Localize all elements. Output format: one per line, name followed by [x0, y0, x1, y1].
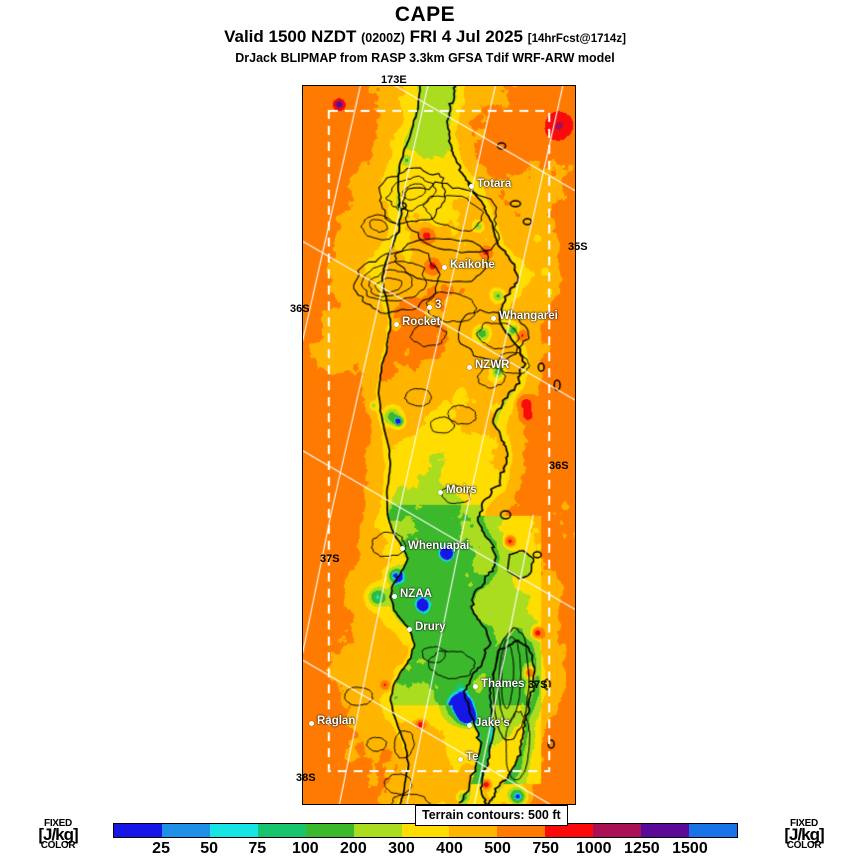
- colorbar-fixed-label-right: FIXED: [790, 818, 818, 829]
- colorbar-segment-8: [497, 824, 546, 837]
- grid-label-37s: 37S: [320, 553, 340, 565]
- site-dot-icon: [458, 757, 463, 762]
- grid-label-36s: 36S: [549, 460, 569, 472]
- cape-raster-canvas: [303, 86, 575, 804]
- colorbar-segment-7: [449, 824, 498, 837]
- site-label: Thames: [481, 678, 525, 690]
- site-label: Totara: [477, 178, 512, 190]
- site-dot-icon: [438, 490, 443, 495]
- grid-label-36s: 36S: [290, 303, 310, 315]
- site-label: Drury: [415, 621, 446, 633]
- site-label: NZAA: [400, 588, 432, 600]
- site-dot-icon: [467, 723, 472, 728]
- site-label: NZWR: [475, 359, 510, 371]
- colorbar-tick: 1250: [624, 840, 660, 857]
- site-dot-icon: [427, 305, 432, 310]
- grid-label-37s: 37S: [528, 679, 548, 691]
- colorbar-tick-labels: 25 50 75 100 200 300 400 500 750 1000 1250 1500: [113, 839, 738, 861]
- site-dot-icon: [394, 322, 399, 327]
- site-dot-icon: [407, 627, 412, 632]
- colorbar-segment-10: [593, 824, 642, 837]
- colorbar-segment-3: [257, 824, 306, 837]
- site-dot-icon: [442, 265, 447, 270]
- grid-label-38s: 38S: [296, 772, 316, 784]
- colorbar-tick: 500: [484, 840, 511, 857]
- site-label: Whenuapai: [408, 540, 470, 552]
- colorbar-tick: 300: [388, 840, 415, 857]
- colorbar-tick: 1000: [575, 840, 612, 857]
- colorbar-unit-label-left: [J/kg]: [38, 825, 78, 844]
- model-source-line: DrJack BLIPMAP from RASP 3.3km GFSA Tdif…: [235, 51, 615, 65]
- valid-time-line: Valid 1500 NZDT (0200Z) FRI 4 Jul 2025 […: [0, 27, 850, 49]
- colorbar-tick: 75: [248, 840, 267, 857]
- colorbar-color-label-right: COLOR: [786, 840, 822, 851]
- colorbar-units-left: FIXED [J/kg] COLOR: [22, 818, 94, 851]
- colorbar-unit-label-right: [J/kg]: [784, 825, 824, 844]
- forecast-hour-tag: [14hrFcst@1714z]: [527, 33, 626, 45]
- colorbar-tick: 50: [200, 840, 219, 857]
- grid-label-173e: 173E: [381, 74, 407, 86]
- colorbar-segment-1: [161, 824, 210, 837]
- grid-label-35s: 35S: [568, 241, 588, 253]
- colorbar-segment-2: [209, 824, 258, 837]
- site-label: Kaikohe: [450, 259, 495, 271]
- page-title: CAPE: [394, 3, 456, 26]
- site-dot-icon: [467, 365, 472, 370]
- colorbar-tick: 25: [152, 840, 170, 857]
- site-label: Te: [466, 751, 479, 763]
- colorbar-segment-9: [545, 824, 594, 837]
- colorbar-tick: 1500: [672, 840, 708, 857]
- site-label: Moirs: [446, 484, 477, 496]
- site-label: Raglan: [317, 715, 356, 727]
- site-dot-icon: [392, 594, 397, 599]
- site-label: Rocket: [402, 316, 441, 328]
- colorbar-segment-4: [305, 824, 354, 837]
- colorbar-tick: 100: [291, 840, 319, 857]
- cape-map[interactable]: [302, 85, 576, 805]
- valid-time: Valid 1500 NZDT: [224, 27, 357, 46]
- colorbar-color-label-left: COLOR: [40, 840, 76, 851]
- colorbar-segment-12: [689, 824, 737, 837]
- valid-time-zulu: (0200Z): [361, 31, 405, 45]
- site-dot-icon: [309, 721, 314, 726]
- colorbar-segment-11: [641, 824, 690, 837]
- colorbar-tick: 400: [436, 840, 463, 857]
- chart-header: CAPE Valid 1500 NZDT (0200Z) FRI 4 Jul 2…: [0, 0, 850, 66]
- site-dot-icon: [400, 546, 405, 551]
- colorbar-segment-5: [353, 824, 402, 837]
- site-dot-icon: [469, 184, 474, 189]
- site-dot-icon: [473, 684, 478, 689]
- site-label: Whangarei: [499, 310, 558, 322]
- colorbar-fixed-label-left: FIXED: [44, 818, 72, 829]
- valid-date: FRI 4 Jul 2025: [409, 27, 524, 46]
- colorbar-units-right: FIXED [J/kg] COLOR: [768, 818, 840, 851]
- colorbar-segment-6: [401, 824, 450, 837]
- colorbar-tick: 750: [532, 840, 560, 857]
- site-dot-icon: [491, 316, 496, 321]
- colorbar-tick: 200: [340, 840, 367, 857]
- site-label: 3: [435, 299, 442, 311]
- site-label: Jake's: [475, 717, 510, 729]
- colorbar-segment-0: [114, 824, 162, 837]
- terrain-contour-note: Terrain contours: 500 ft: [415, 805, 568, 826]
